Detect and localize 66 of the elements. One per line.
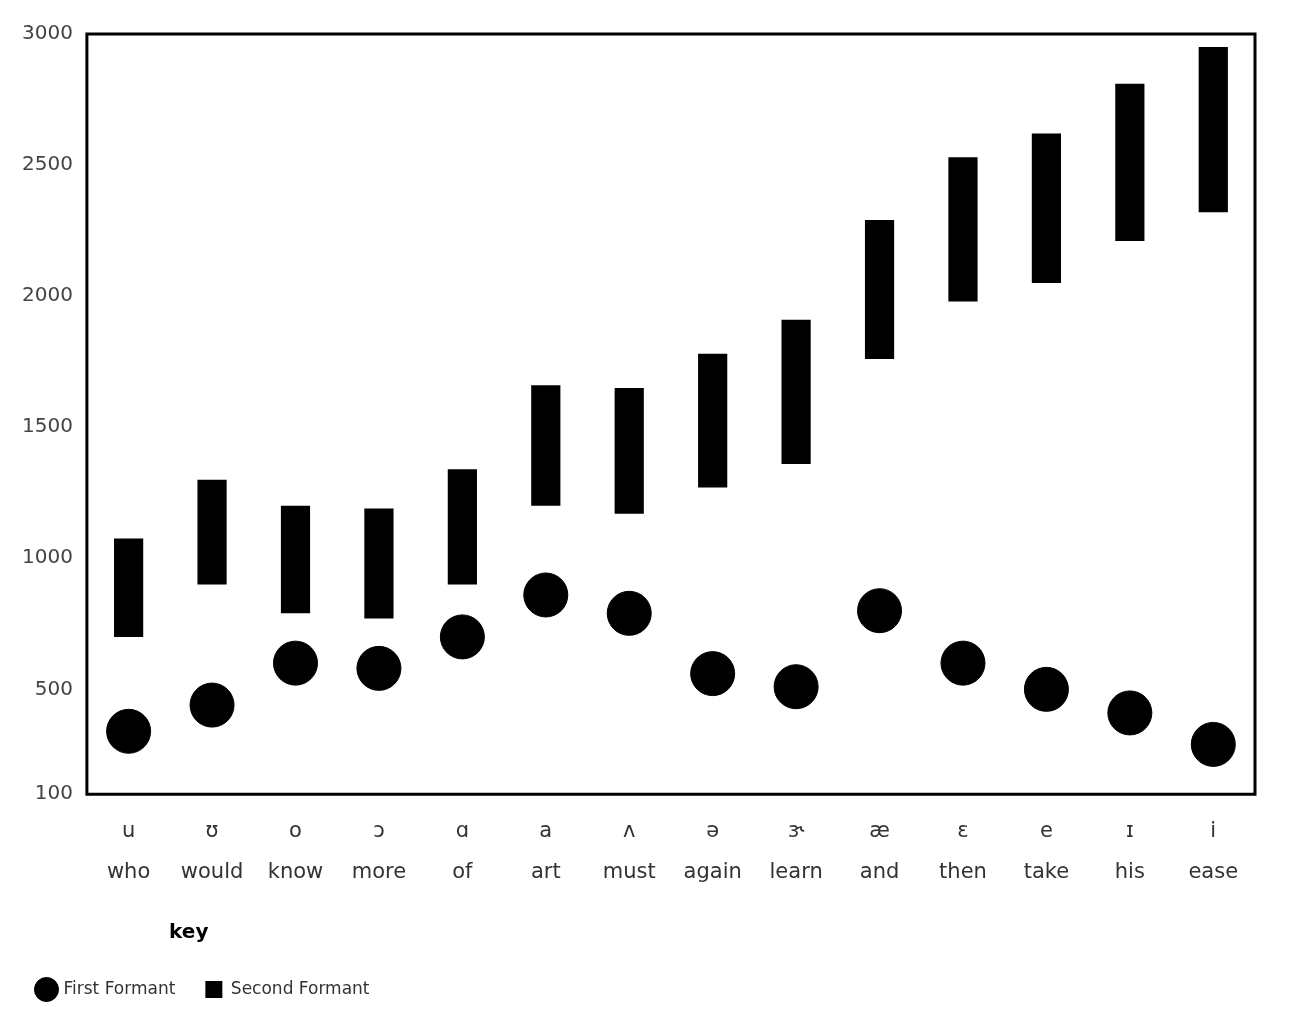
point [1107, 690, 1153, 736]
point [189, 682, 235, 728]
y-tick-label: 2500 [21, 151, 73, 176]
bar [864, 220, 895, 360]
y-tick-label: 3000 [21, 20, 73, 45]
text: learn [769, 858, 823, 883]
bar [1031, 133, 1062, 284]
x-tick-label: e [1039, 818, 1053, 843]
bar [447, 469, 477, 585]
text: more [351, 858, 407, 883]
bar [364, 508, 394, 619]
bar [114, 538, 144, 637]
text: know [267, 858, 324, 883]
x-tick-label: a [539, 818, 553, 843]
point [606, 590, 652, 636]
point [773, 664, 819, 710]
text: then [939, 858, 987, 883]
text: must [602, 858, 656, 883]
x-tick-label: ʌ [623, 818, 636, 843]
x-tick-label: ɛ [957, 818, 969, 843]
bar [531, 385, 561, 506]
y-tick-label: 1000 [21, 544, 73, 569]
text: his [1114, 858, 1145, 883]
bar [781, 319, 811, 464]
point [272, 640, 318, 686]
text: again [683, 858, 742, 883]
point [1023, 666, 1069, 712]
x-tick-label: ɔ [373, 818, 385, 843]
text: who [106, 858, 151, 883]
x-tick-label: o [289, 818, 302, 843]
point [857, 588, 903, 634]
point [523, 572, 569, 618]
bar [1198, 47, 1228, 213]
point [1190, 721, 1236, 767]
legend-title: key [169, 919, 209, 944]
y-tick-label: 100 [34, 780, 73, 805]
y-tick-label: 2000 [21, 282, 73, 307]
legend-label: Second Formant [230, 977, 370, 998]
text: take [1023, 858, 1070, 883]
y-tick-label: 500 [34, 675, 73, 700]
point [439, 614, 485, 660]
point [940, 640, 986, 686]
x-tick-label: ɑ [455, 818, 470, 843]
text: would [180, 858, 244, 883]
x-tick-label: ə [706, 818, 720, 843]
x-tick-label: u [121, 818, 136, 843]
x-tick-label: ɪ [1125, 818, 1134, 843]
bar [698, 353, 728, 488]
x-tick-label: ʊ [205, 818, 219, 843]
point [356, 645, 402, 691]
text: ease [1188, 858, 1239, 883]
legend-label: First Formant [63, 977, 176, 998]
point [106, 708, 152, 754]
x-tick-label: i [1210, 818, 1217, 843]
y-tick-label: 1500 [21, 413, 73, 438]
bar [614, 387, 644, 514]
text: and [859, 858, 900, 883]
bar [1115, 83, 1145, 242]
bar [280, 505, 311, 614]
text: art [530, 858, 561, 883]
point [690, 651, 736, 697]
text: of [452, 858, 474, 883]
x-tick-label: ɝ [787, 818, 805, 843]
x-tick-label: æ [869, 818, 890, 843]
bar [197, 479, 227, 585]
bar [948, 157, 978, 302]
